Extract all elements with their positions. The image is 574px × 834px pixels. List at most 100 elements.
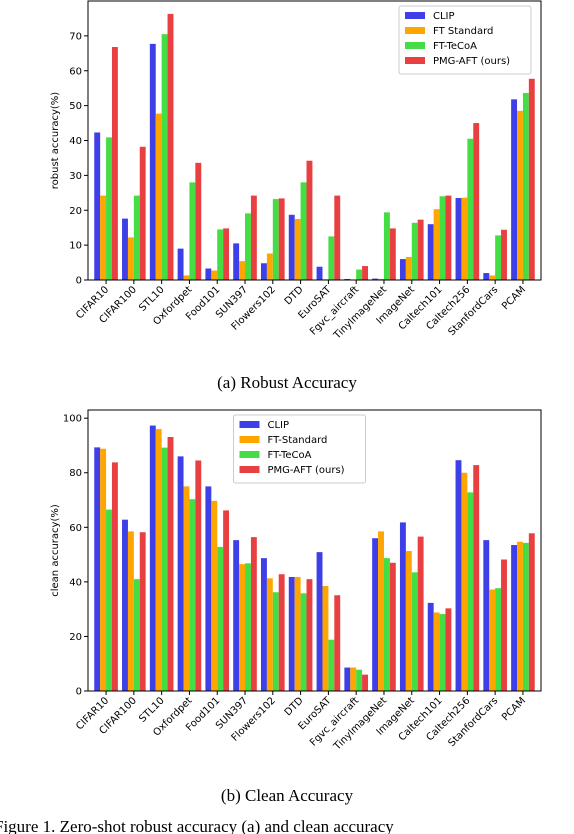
x-tick-label: PCAM [500, 695, 528, 723]
bar [177, 456, 184, 691]
y-tick-label: 30 [69, 171, 82, 182]
bar [122, 519, 128, 691]
bar [433, 612, 440, 691]
bar [399, 259, 406, 280]
bar [177, 248, 184, 280]
y-tick-label: 60 [69, 523, 82, 534]
bar [461, 197, 468, 280]
legend-label: CLIP [268, 420, 290, 431]
legend-swatch [239, 421, 260, 428]
bar [495, 235, 502, 280]
bar [233, 243, 240, 280]
bar [189, 182, 196, 280]
bar [483, 273, 490, 280]
y-tick-label: 60 [69, 66, 82, 77]
bar [378, 278, 384, 280]
bar [511, 545, 518, 691]
bar [350, 667, 357, 691]
legend-swatch [405, 27, 425, 34]
bar [517, 541, 523, 691]
bar [127, 531, 134, 691]
bar [399, 522, 406, 691]
bar [211, 500, 218, 691]
bar [161, 34, 168, 280]
bar [261, 263, 267, 280]
bar [106, 137, 112, 280]
bar [511, 99, 518, 280]
bar [111, 462, 118, 691]
legend-label: PMG-AFT (ours) [268, 465, 345, 476]
bar [306, 579, 313, 691]
bar [155, 113, 162, 281]
bar [334, 195, 341, 280]
legend-label: FT-TeCoA [268, 450, 312, 461]
bar [205, 268, 212, 280]
y-axis-label: clean accuracy(%) [50, 504, 61, 597]
bar [322, 585, 329, 691]
bar [383, 558, 390, 691]
bar [528, 533, 535, 691]
legend-label: CLIP [433, 11, 455, 22]
bar [111, 47, 118, 280]
bar [501, 229, 507, 280]
bar [483, 540, 490, 691]
bar [266, 253, 273, 280]
bar [100, 195, 107, 280]
bar [266, 578, 273, 691]
bar [372, 538, 379, 691]
bar [372, 278, 379, 280]
bar [261, 558, 267, 691]
bar [223, 228, 230, 280]
bar [316, 266, 323, 280]
y-tick-label: 50 [69, 101, 82, 112]
bar [149, 43, 156, 280]
y-tick-label: 40 [69, 577, 82, 588]
legend-swatch [405, 42, 425, 49]
bar [522, 93, 529, 280]
x-tick-label: StanfordCars [446, 284, 500, 338]
bar [272, 592, 279, 691]
bar [522, 542, 529, 691]
x-tick-label: DTD [283, 284, 306, 307]
bar [417, 219, 424, 280]
bar [139, 532, 146, 691]
bar [383, 212, 390, 280]
bar [495, 588, 502, 691]
bar [389, 562, 396, 691]
bar [316, 552, 323, 691]
bar [473, 465, 480, 691]
bar [155, 429, 162, 691]
bar [405, 256, 412, 280]
bar [245, 563, 251, 691]
bar [211, 270, 218, 280]
bar [245, 213, 251, 280]
bar [250, 195, 257, 280]
y-tick-label: 20 [69, 632, 82, 643]
bar [294, 218, 301, 280]
bar [161, 447, 168, 691]
axes-frame [87, 0, 542, 281]
bar [467, 492, 474, 691]
bar [94, 447, 101, 691]
bar [183, 275, 190, 280]
bar [122, 218, 128, 280]
bar [328, 236, 335, 280]
bar [389, 228, 396, 280]
bar [217, 229, 224, 280]
bar [306, 160, 313, 280]
bar [133, 195, 140, 280]
bar [288, 214, 295, 280]
bar [427, 602, 434, 691]
y-tick-label: 100 [63, 414, 82, 425]
legend-swatch [239, 466, 260, 473]
y-tick-label: 20 [69, 206, 82, 217]
bar [528, 78, 535, 281]
bar [439, 196, 446, 280]
bar [439, 614, 446, 691]
bar [167, 13, 174, 281]
bar [100, 448, 107, 691]
bar [233, 540, 240, 691]
legend-label: FT-Standard [268, 435, 328, 446]
bar [445, 195, 452, 280]
